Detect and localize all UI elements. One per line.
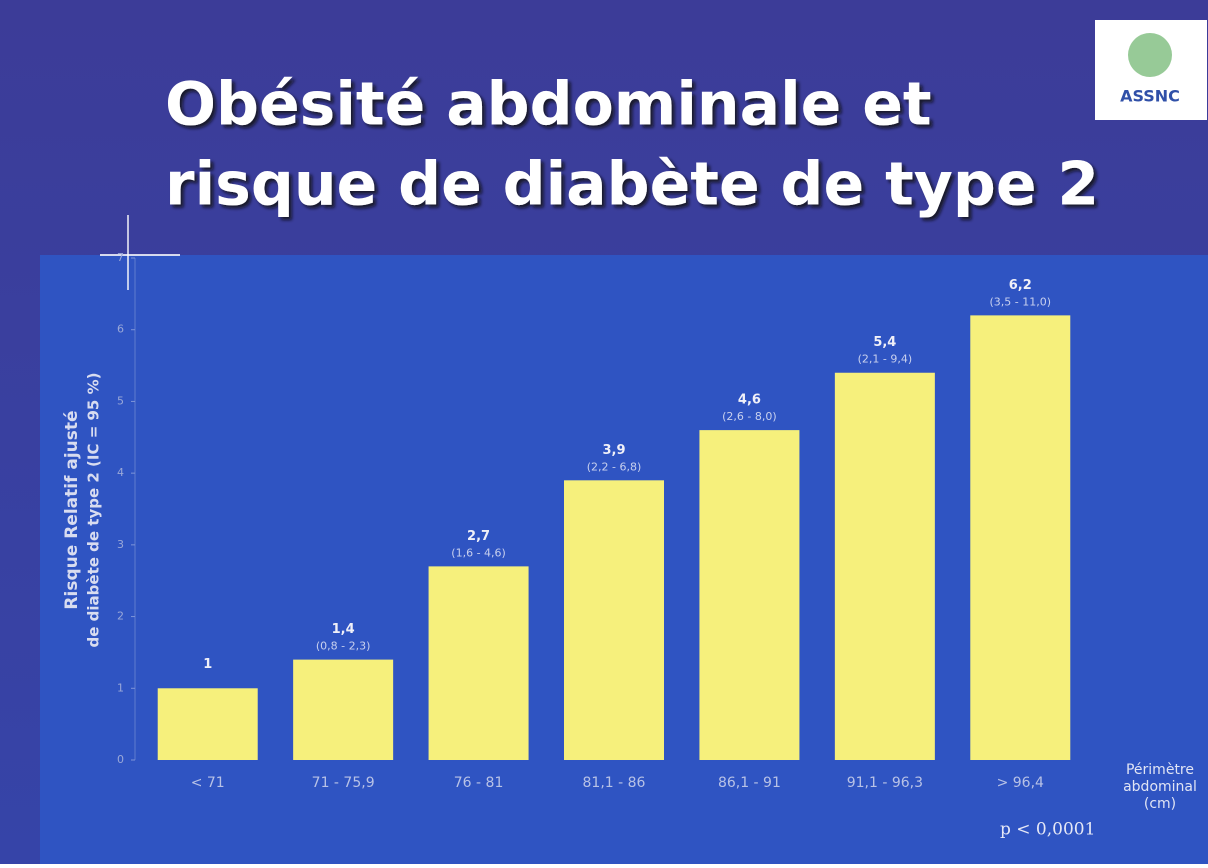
value-label: 2,7 bbox=[467, 529, 490, 544]
x-tick-label: 81,1 - 86 bbox=[583, 775, 646, 791]
title-line: Obésité abdominale et bbox=[165, 70, 932, 140]
bar bbox=[834, 372, 935, 760]
bar bbox=[970, 315, 1071, 760]
x-axis-label: (cm) bbox=[1144, 796, 1176, 812]
y-tick-label: 3 bbox=[117, 538, 124, 551]
x-tick-label: > 96,4 bbox=[997, 775, 1044, 791]
x-axis-label: abdominal bbox=[1123, 779, 1197, 795]
x-axis-label: Périmètre bbox=[1126, 762, 1194, 778]
ci-label: (3,5 - 11,0) bbox=[990, 295, 1052, 308]
ci-label: (2,1 - 9,4) bbox=[858, 353, 913, 366]
y-tick-label: 6 bbox=[117, 323, 124, 336]
x-tick-label: < 71 bbox=[191, 775, 225, 791]
y-axis-label: Risque Relatif ajusté bbox=[62, 410, 82, 609]
bar bbox=[293, 659, 394, 760]
value-label: 3,9 bbox=[602, 443, 625, 458]
value-label: 5,4 bbox=[873, 335, 896, 350]
ci-label: (2,2 - 6,8) bbox=[587, 460, 642, 473]
ci-label: (0,8 - 2,3) bbox=[316, 640, 371, 653]
value-label: 1,4 bbox=[332, 622, 355, 637]
y-tick-label: 4 bbox=[117, 466, 124, 479]
y-tick-label: 0 bbox=[117, 753, 124, 766]
bar bbox=[699, 430, 800, 760]
y-tick-label: 1 bbox=[117, 681, 124, 694]
logo-icon bbox=[1128, 33, 1172, 77]
x-tick-label: 91,1 - 96,3 bbox=[847, 775, 923, 791]
title-line: risque de diabète de type 2 bbox=[165, 150, 1099, 220]
x-tick-label: 86,1 - 91 bbox=[718, 775, 781, 791]
value-label: 1 bbox=[203, 657, 212, 672]
y-axis-label: de diabète de type 2 (IC = 95 %) bbox=[85, 373, 103, 648]
logo-text: ASSNC bbox=[1120, 87, 1180, 106]
value-label: 6,2 bbox=[1009, 278, 1032, 293]
bar bbox=[564, 480, 664, 760]
ci-label: (2,6 - 8,0) bbox=[722, 410, 777, 423]
y-tick-label: 7 bbox=[117, 251, 124, 264]
x-tick-label: 71 - 75,9 bbox=[312, 775, 375, 791]
bar bbox=[157, 688, 258, 760]
value-label: 4,6 bbox=[738, 393, 761, 408]
ci-label: (1,6 - 4,6) bbox=[451, 546, 506, 559]
annotation: p < 0,0001 bbox=[1000, 820, 1095, 840]
x-tick-label: 76 - 81 bbox=[454, 775, 504, 791]
y-tick-label: 5 bbox=[117, 394, 124, 407]
bar bbox=[428, 566, 529, 760]
y-tick-label: 2 bbox=[117, 610, 124, 623]
